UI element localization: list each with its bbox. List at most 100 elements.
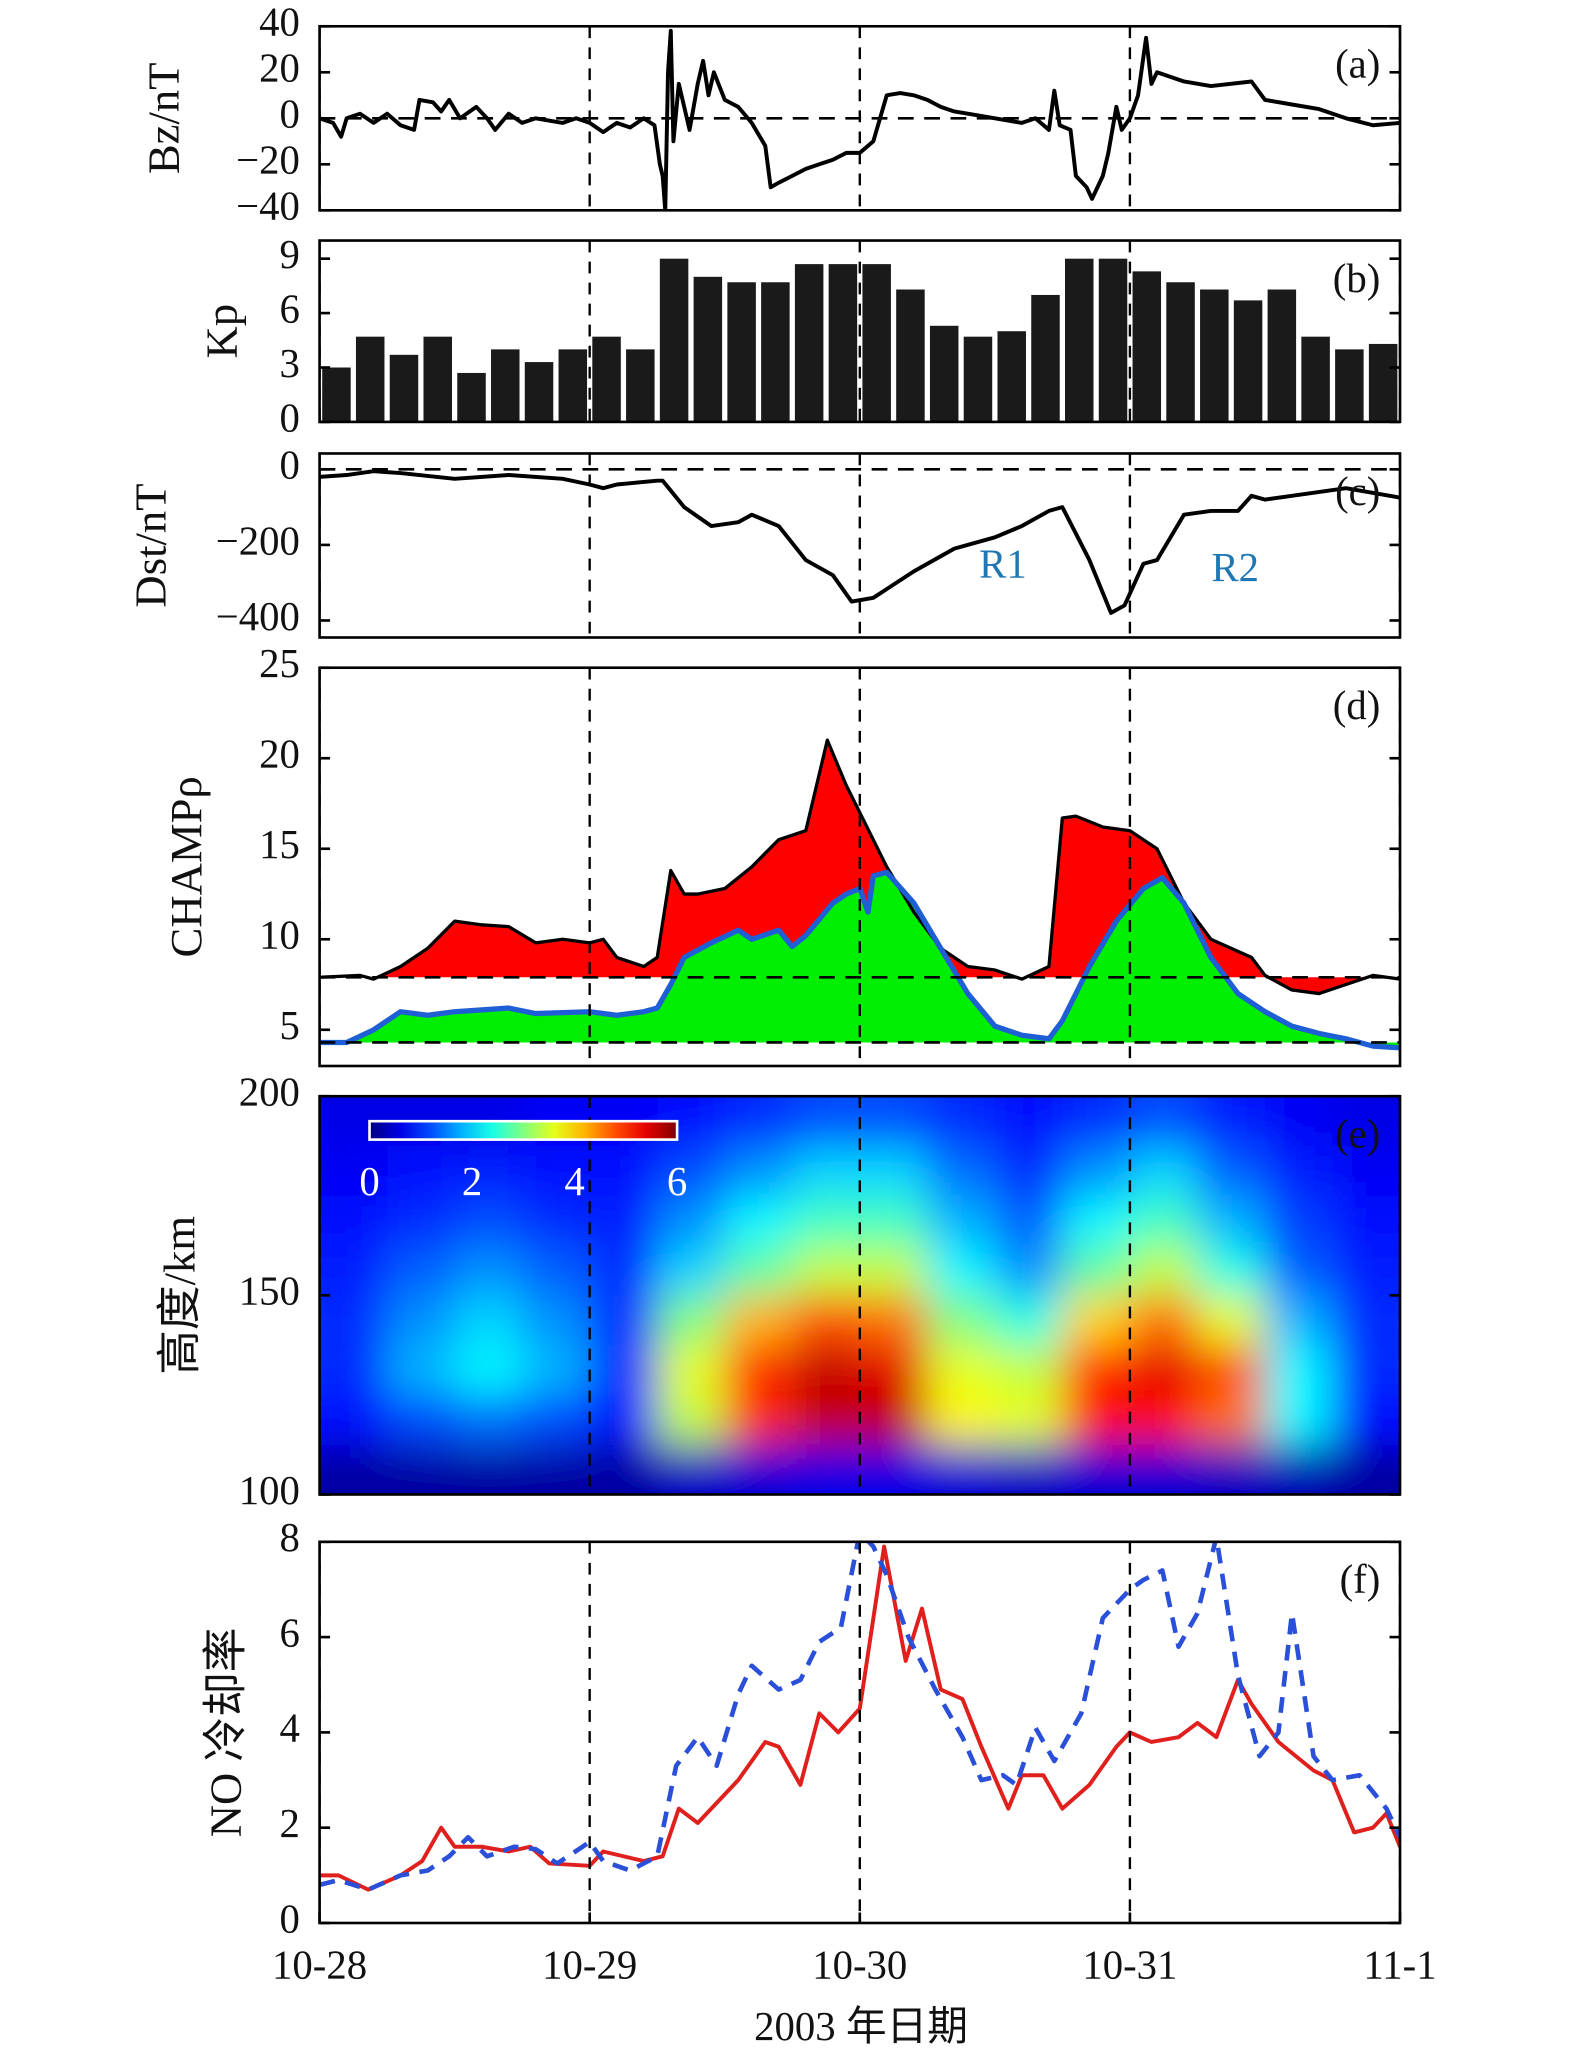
y-tick-label: 0 [279, 443, 299, 488]
axes-frame [318, 666, 1402, 1068]
heat-cell [1062, 1394, 1131, 1446]
panel-label: (e) [1335, 1112, 1380, 1157]
heat-cell [724, 1195, 793, 1247]
y-tick-label: 2 [279, 1801, 299, 1846]
heat-cell [319, 1146, 388, 1197]
heat-cell [927, 1444, 996, 1495]
x-tick-label: 11-1 [1363, 1942, 1436, 1987]
heat-cell [1129, 1295, 1199, 1346]
line [319, 738, 1401, 996]
panel: 0 2 4 6 8 (f) NO 冷却率 10-28 10-29 10-30 10-31 11-1 [200, 1515, 1436, 1987]
heat-cell [657, 1146, 726, 1197]
y-tick-label: −40 [236, 184, 300, 229]
colorbar-tick-label: 2 [462, 1159, 482, 1204]
heat-cell [724, 1394, 793, 1446]
y-tick-label: 5 [279, 1003, 299, 1048]
y-tick-label: 6 [279, 286, 299, 331]
panel-label: (a) [1335, 42, 1380, 87]
heat-cell [319, 1444, 388, 1495]
bar [423, 336, 452, 422]
bar [896, 289, 925, 422]
line [319, 1541, 1401, 1892]
heat-cell [1197, 1394, 1266, 1446]
heat-cell [792, 1295, 861, 1346]
panel-label: (b) [1333, 256, 1381, 301]
bar [862, 264, 891, 422]
heat-cell [454, 1444, 523, 1495]
bar [491, 349, 520, 422]
y-tick-label: 4 [279, 1706, 299, 1751]
bar [1267, 289, 1297, 422]
heat-cell [1197, 1444, 1266, 1495]
y-tick-label: 150 [239, 1269, 300, 1314]
heat-cell [1197, 1195, 1266, 1247]
heat-cell [1264, 1195, 1334, 1247]
y-tick-label: 0 [279, 395, 299, 440]
heat-cell [589, 1245, 658, 1297]
y-axis-label: Kp [196, 304, 246, 359]
heat-cell [657, 1444, 726, 1495]
heat-cell [859, 1295, 928, 1346]
heat-cell [319, 1345, 388, 1396]
heat-cell [1062, 1245, 1131, 1297]
y-tick-label: 0 [279, 1896, 299, 1941]
heat-cell [387, 1146, 456, 1197]
heat-cell [319, 1245, 388, 1297]
y-axis-label: Bz/nT [139, 62, 189, 174]
y-tick-label: 20 [259, 732, 300, 777]
heat-cell [1264, 1245, 1334, 1297]
heat-cell [927, 1195, 996, 1247]
heat-cell [792, 1195, 861, 1247]
heat-cell [1264, 1394, 1334, 1446]
heat-cell [454, 1195, 523, 1247]
heat-cell [792, 1245, 861, 1297]
heat-cell [1332, 1444, 1401, 1495]
heat-cell [927, 1394, 996, 1446]
heat-cell [387, 1444, 456, 1495]
heat-cell [792, 1444, 861, 1495]
y-axis-label: NO 冷却率 [200, 1628, 250, 1838]
heat-cell [927, 1295, 996, 1346]
annotation: R2 [1211, 545, 1259, 590]
heat-cell [1332, 1394, 1401, 1446]
heat-cell [1332, 1245, 1401, 1297]
heat-cell [724, 1295, 793, 1346]
heat-cell [859, 1444, 928, 1495]
y-tick-label: 6 [279, 1610, 299, 1655]
heat-cell [1129, 1394, 1199, 1446]
heat-cell [1332, 1295, 1401, 1346]
heat-cell [522, 1195, 591, 1247]
bar [963, 336, 993, 422]
panel-label: (f) [1340, 1557, 1381, 1602]
heat-cell [724, 1096, 793, 1147]
heat-cell [387, 1195, 456, 1247]
heat-cell [994, 1295, 1064, 1346]
heatmap [319, 1096, 1401, 1495]
heat-cell [859, 1195, 928, 1247]
heat-cell [1197, 1146, 1266, 1197]
y-tick-label: −20 [236, 138, 300, 183]
bar [322, 367, 351, 422]
panel: 0 3 6 9 (b) Kp [196, 232, 1402, 440]
heat-cell [1062, 1345, 1131, 1396]
heat-cell [994, 1394, 1064, 1446]
y-tick-label: 100 [239, 1468, 300, 1513]
heat-cell [792, 1146, 861, 1197]
heat-cell [1332, 1345, 1401, 1396]
heat-cell [1062, 1096, 1131, 1147]
bar [1166, 282, 1195, 422]
y-tick-label: 15 [259, 822, 300, 867]
bar [1098, 258, 1128, 422]
y-tick-label: 0 [279, 92, 299, 137]
colorbar-tick-label: 6 [667, 1159, 687, 1204]
heat-cell [1264, 1345, 1334, 1396]
bar [828, 264, 858, 422]
heat-cell [1197, 1096, 1266, 1147]
heat-cell [994, 1195, 1064, 1247]
heat-cell [522, 1146, 591, 1197]
bar [727, 282, 756, 422]
y-tick-label: 3 [279, 341, 299, 386]
heat-cell [387, 1394, 456, 1446]
